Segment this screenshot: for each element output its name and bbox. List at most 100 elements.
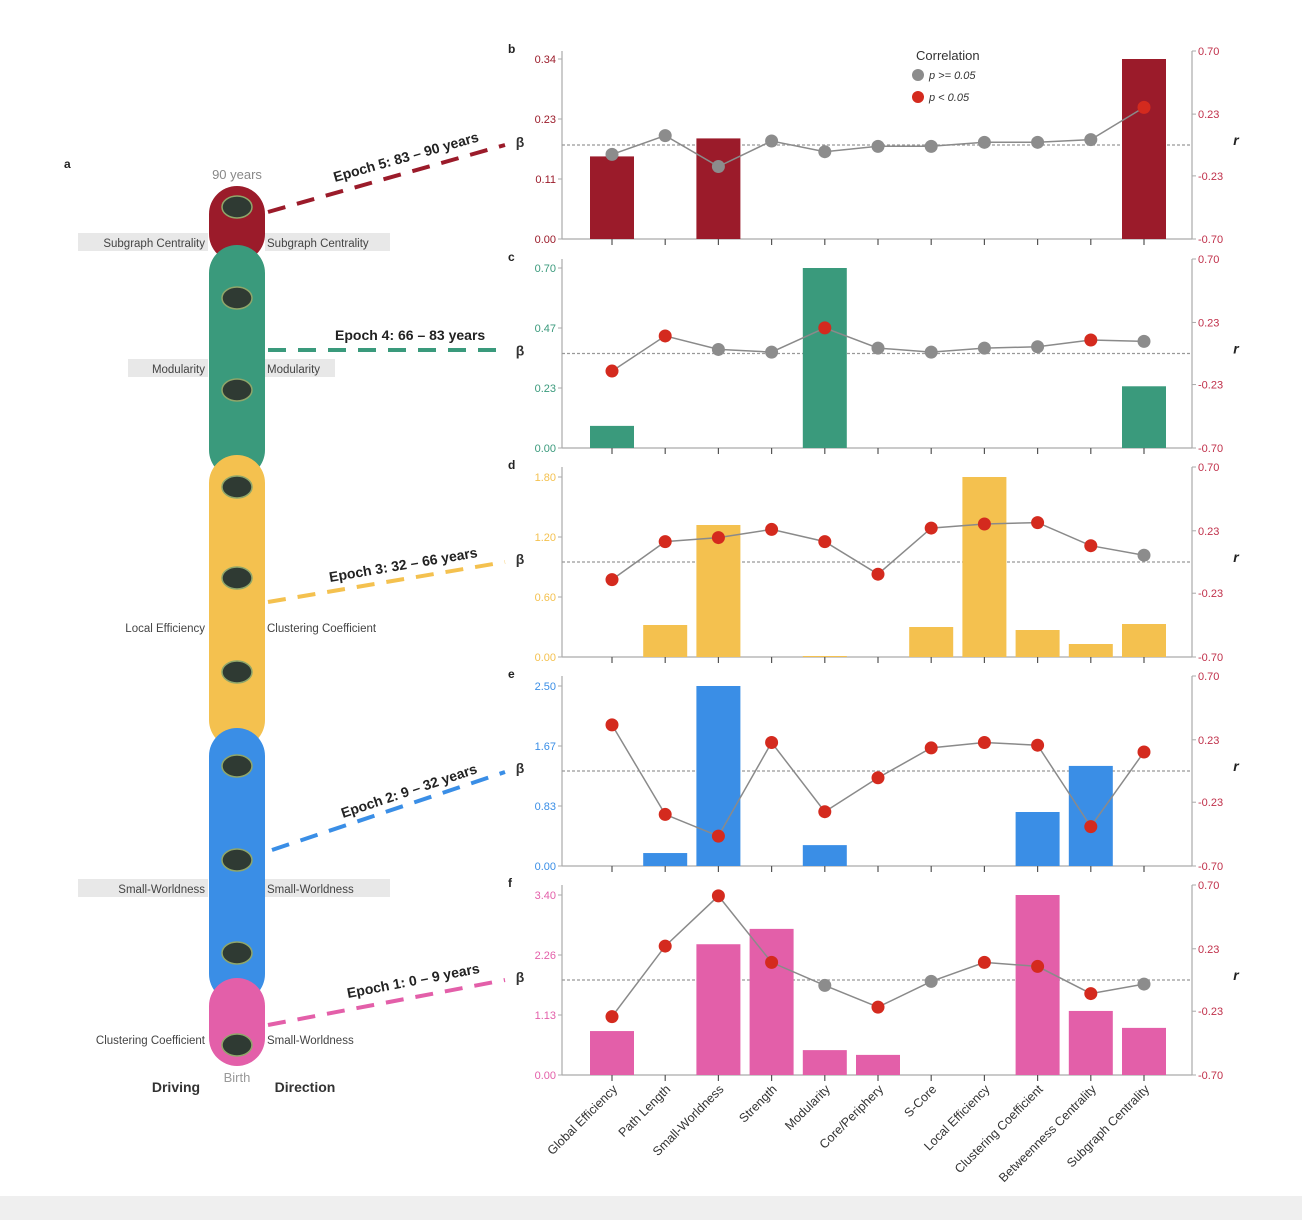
panels-b-to-f: b 0.00 0.11 0.23 0.34 -0.70 -0.23 0.23 0.70 β r c 0.… bbox=[508, 42, 1240, 1082]
correlation-point bbox=[765, 955, 779, 969]
y2-tick-label: 0.70 bbox=[1198, 880, 1219, 892]
birth-label: Birth bbox=[224, 1070, 251, 1085]
correlation-point bbox=[1084, 820, 1098, 834]
correlation-point bbox=[977, 955, 991, 969]
x-category-label: Betweenness Centrality bbox=[996, 1082, 1099, 1185]
correlation-point bbox=[1031, 516, 1045, 530]
correlation-point bbox=[1137, 548, 1151, 562]
y2-tick-label: -0.23 bbox=[1198, 1006, 1223, 1018]
direction-feature-label: Small-Worldness bbox=[267, 884, 354, 896]
y2-axis-label: r bbox=[1233, 967, 1240, 983]
epoch-label: Epoch 1: 0 – 9 years bbox=[346, 960, 481, 1001]
panel-letter: b bbox=[508, 42, 515, 56]
brain-icon bbox=[221, 378, 253, 402]
y2-tick-label: 0.23 bbox=[1198, 526, 1219, 538]
label-band-left bbox=[78, 879, 208, 897]
correlation-point bbox=[977, 736, 991, 749]
panel-letter: d bbox=[508, 458, 515, 472]
correlation-point bbox=[924, 741, 938, 755]
y-tick-label: 0.00 bbox=[535, 443, 556, 455]
brain-icon bbox=[221, 660, 253, 684]
beta-bar bbox=[1068, 644, 1113, 657]
beta-bar bbox=[802, 656, 847, 657]
direction-feature-label: Small-Worldness bbox=[267, 1035, 354, 1047]
correlation-point bbox=[711, 531, 725, 545]
beta-bar bbox=[1015, 895, 1060, 1075]
correlation-point bbox=[924, 521, 938, 535]
direction-feature-label: Clustering Coefficient bbox=[267, 623, 377, 635]
beta-bar bbox=[1122, 386, 1166, 448]
correlation-point bbox=[1084, 539, 1098, 553]
legend-marker bbox=[912, 91, 924, 103]
beta-bar bbox=[1122, 1027, 1166, 1075]
y-tick-label: 0.23 bbox=[535, 114, 556, 126]
beta-bar bbox=[802, 845, 847, 866]
y-tick-label: 0.70 bbox=[535, 263, 556, 275]
correlation-point bbox=[1137, 334, 1151, 348]
epoch-connector-line bbox=[267, 978, 506, 1027]
correlation-point bbox=[765, 345, 779, 359]
correlation-point bbox=[605, 573, 619, 587]
beta-bar bbox=[802, 268, 847, 448]
correlation-point bbox=[1137, 100, 1151, 114]
correlation-point bbox=[924, 139, 938, 153]
correlation-point bbox=[977, 135, 991, 149]
y2-tick-label: -0.23 bbox=[1198, 171, 1223, 183]
correlation-point bbox=[871, 139, 885, 153]
beta-bar bbox=[590, 1031, 634, 1075]
correlation-point bbox=[658, 329, 672, 343]
correlation-point bbox=[1084, 133, 1098, 147]
correlation-point bbox=[871, 771, 885, 785]
correlation-point bbox=[605, 364, 619, 378]
beta-bar bbox=[643, 625, 688, 657]
correlation-point bbox=[711, 159, 725, 173]
driving-feature-label: Local Efficiency bbox=[125, 623, 205, 635]
beta-bar bbox=[749, 928, 794, 1075]
y2-tick-label: -0.23 bbox=[1198, 588, 1223, 600]
beta-bar bbox=[590, 156, 634, 239]
label-band-left bbox=[128, 359, 208, 377]
epoch-connector-line bbox=[267, 560, 506, 604]
panel-f: f 0.00 1.13 2.26 3.40 -0.70 -0.23 0.23 0.70 β r bbox=[508, 876, 1240, 1082]
y-tick-label: 0.83 bbox=[535, 801, 556, 813]
beta-bar bbox=[1068, 765, 1113, 866]
x-category-label: S-Core bbox=[901, 1082, 939, 1120]
correlation-point bbox=[924, 974, 938, 988]
correlation-point bbox=[924, 345, 938, 359]
correlation-point bbox=[1137, 977, 1151, 991]
y2-tick-label: -0.70 bbox=[1198, 1070, 1223, 1082]
legend-label: p < 0.05 bbox=[928, 92, 970, 104]
correlation-point bbox=[1084, 333, 1098, 347]
y2-axis-label: r bbox=[1233, 132, 1240, 148]
y-axis-label: β bbox=[516, 551, 525, 567]
y2-tick-label: 0.23 bbox=[1198, 944, 1219, 956]
y2-tick-label: 0.23 bbox=[1198, 317, 1219, 329]
panel-e: e 0.00 0.83 1.67 2.50 -0.70 -0.23 0.23 0.70 β r bbox=[508, 667, 1240, 873]
y-tick-label: 0.23 bbox=[535, 383, 556, 395]
driving-label: Driving bbox=[152, 1079, 200, 1095]
correlation-legend: Correlation p >= 0.05 p < 0.05 bbox=[912, 48, 980, 104]
y2-tick-label: -0.23 bbox=[1198, 380, 1223, 392]
epoch-label: Epoch 5: 83 – 90 years bbox=[331, 129, 480, 185]
y-tick-label: 1.67 bbox=[535, 741, 556, 753]
y2-tick-label: -0.70 bbox=[1198, 861, 1223, 873]
panel-letter-a: a bbox=[64, 157, 71, 171]
brain-icon bbox=[221, 1033, 253, 1057]
beta-bar bbox=[696, 138, 741, 239]
brain-icon bbox=[221, 286, 253, 310]
y2-axis-label: r bbox=[1233, 341, 1240, 357]
y2-tick-label: 0.70 bbox=[1198, 671, 1219, 683]
panel-d: d 0.00 0.60 1.20 1.80 -0.70 -0.23 0.23 0.70 β r bbox=[508, 458, 1240, 664]
correlation-line bbox=[611, 106, 1145, 168]
y2-tick-label: 0.23 bbox=[1198, 735, 1219, 747]
correlation-point bbox=[818, 805, 832, 819]
epoch-connector-line bbox=[267, 143, 506, 214]
x-category-label: Clustering Coefficient bbox=[952, 1082, 1046, 1176]
correlation-point bbox=[1031, 959, 1045, 973]
x-category-label: Modularity bbox=[782, 1082, 833, 1133]
driving-feature-label: Clustering Coefficient bbox=[96, 1035, 206, 1047]
driving-feature-label: Subgraph Centrality bbox=[103, 238, 205, 250]
y-tick-label: 0.00 bbox=[535, 234, 556, 246]
panel-letter: e bbox=[508, 667, 515, 681]
